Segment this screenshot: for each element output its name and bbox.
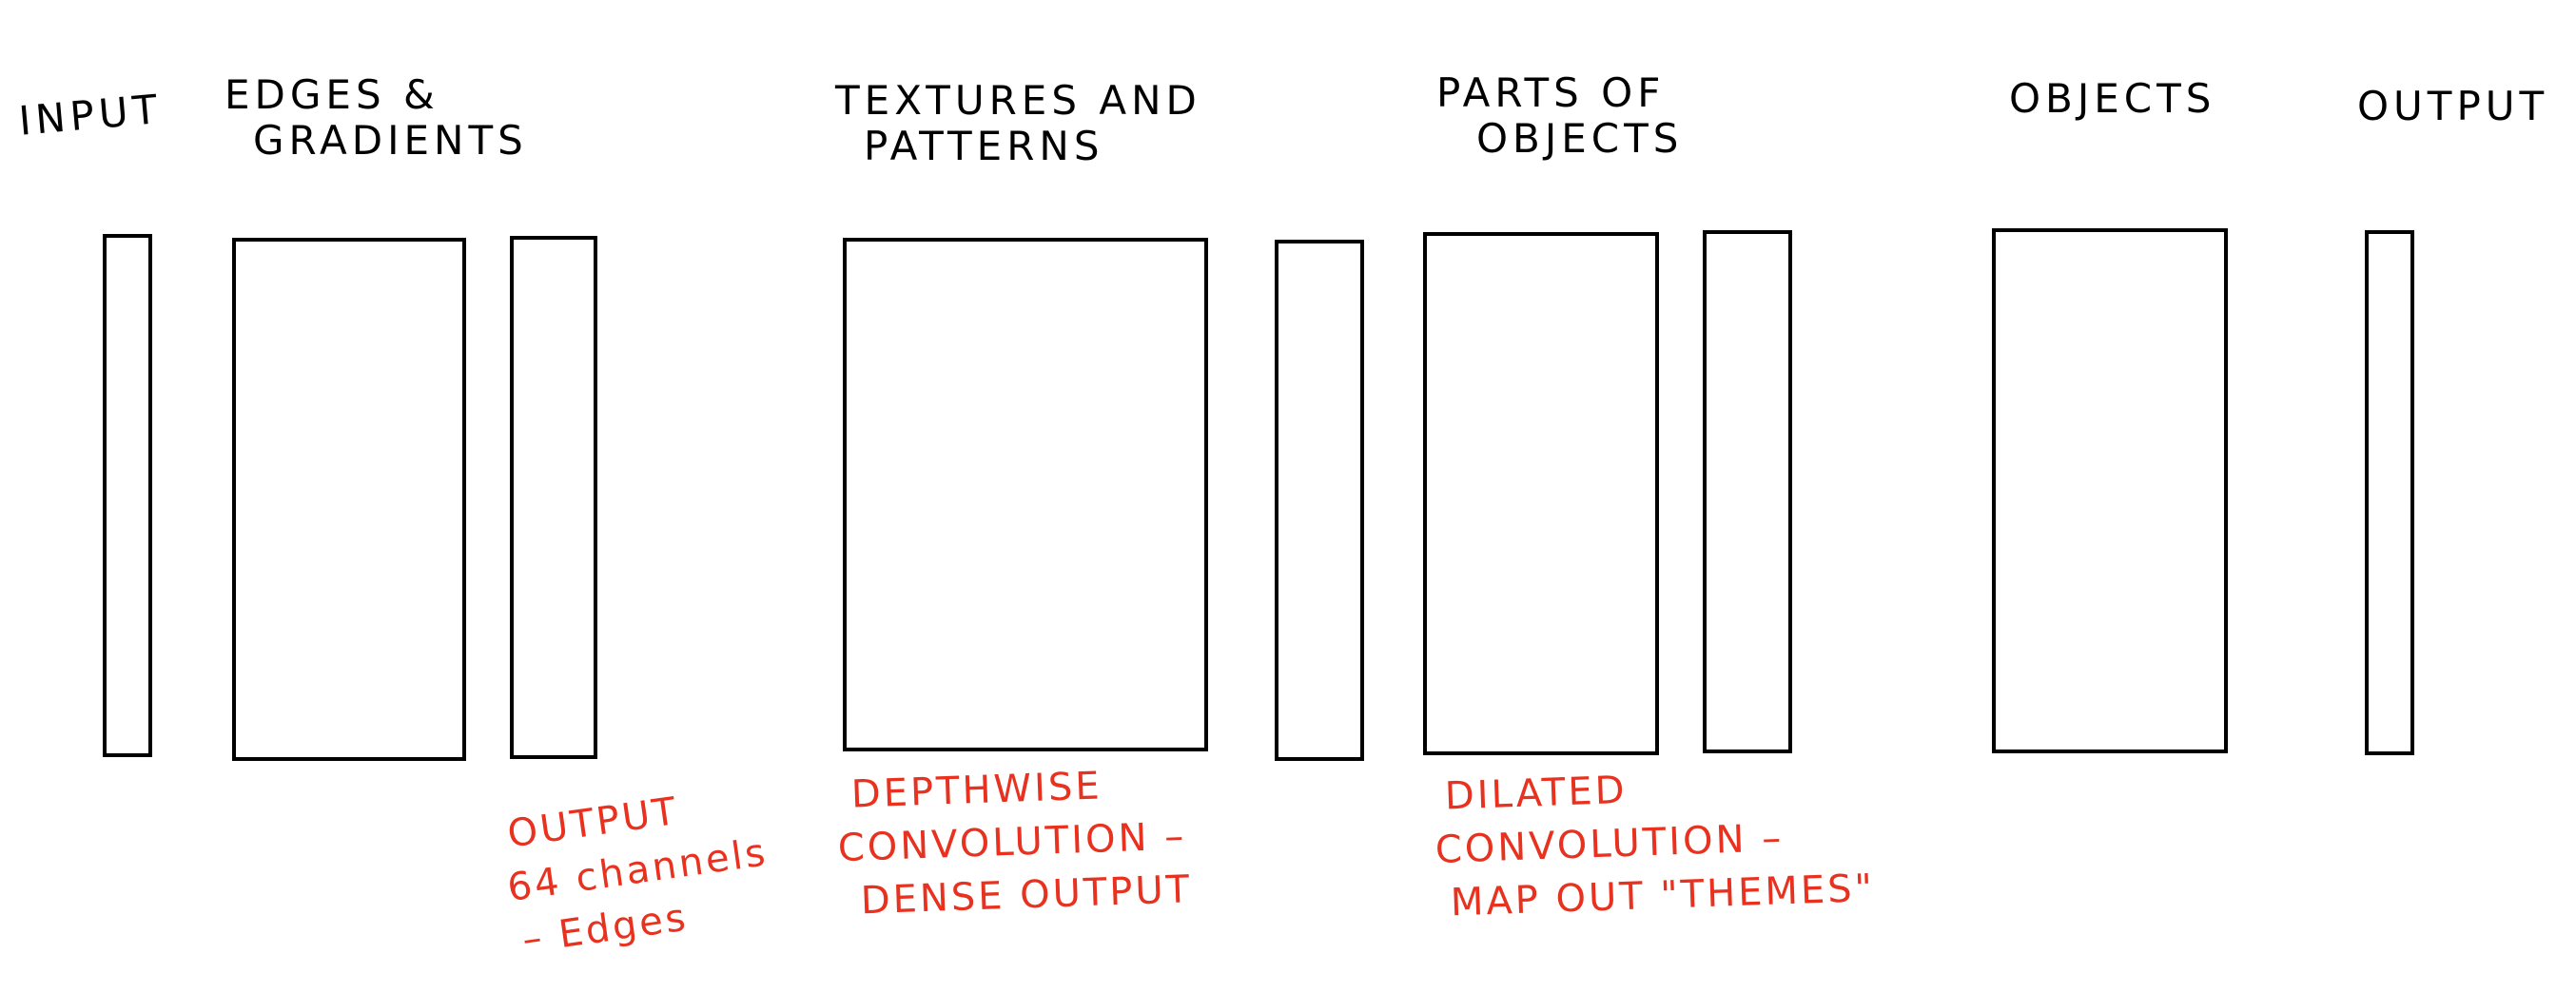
depthwise-output-box bbox=[1275, 240, 1364, 761]
note-depthwise-convolution: DEPTHWISE CONVOLUTION – DENSE OUTPUT bbox=[837, 764, 1193, 924]
textures-patterns-box bbox=[843, 238, 1208, 751]
parts-of-objects-box bbox=[1423, 232, 1659, 755]
label-textures-patterns: TEXTURES AND PATTERNS bbox=[835, 77, 1201, 169]
objects-box bbox=[1992, 228, 2228, 753]
edges-output-box bbox=[510, 236, 597, 759]
output-layer-box bbox=[2365, 230, 2414, 755]
label-input: INPUT bbox=[16, 85, 165, 145]
note-dilated-convolution: DILATED CONVOLUTION – MAP OUT "THEMES" bbox=[1434, 768, 1876, 925]
label-edges-gradients: EDGES & GRADIENTS bbox=[224, 71, 528, 164]
note-edges-output: OUTPUT 64 channels – Edges bbox=[504, 789, 771, 963]
label-output: OUTPUT bbox=[2357, 83, 2549, 129]
label-objects: OBJECTS bbox=[2009, 75, 2216, 122]
dilated-output-box bbox=[1703, 230, 1792, 753]
label-parts-of-objects: PARTS OF OBJECTS bbox=[1436, 69, 1684, 162]
input-layer-box bbox=[103, 234, 152, 757]
edges-gradients-box bbox=[232, 238, 466, 761]
